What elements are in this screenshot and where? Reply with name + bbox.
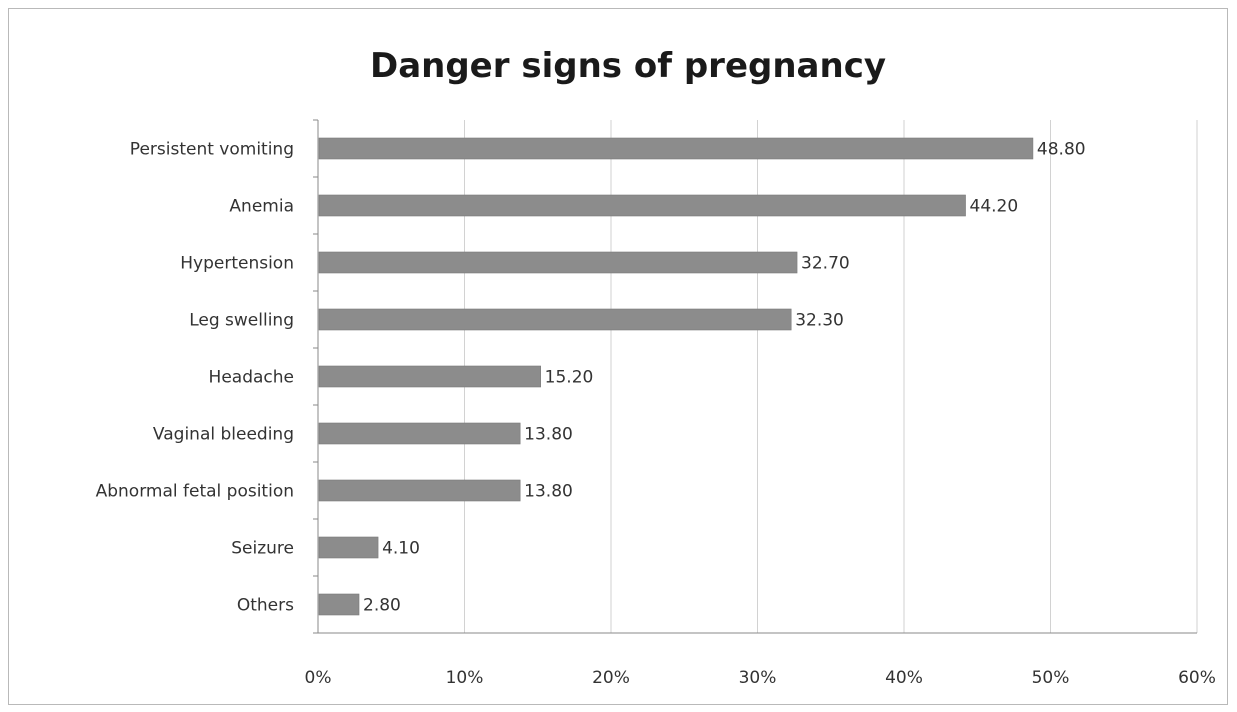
category-label: Leg swelling <box>189 311 294 331</box>
bar <box>318 194 966 217</box>
x-tick-label: 40% <box>885 668 923 688</box>
bar <box>318 251 798 274</box>
bar <box>318 308 792 331</box>
category-label: Abnormal fetal position <box>96 482 294 502</box>
category-label: Anemia <box>229 197 294 217</box>
data-label: 32.70 <box>801 254 850 274</box>
data-label: 15.20 <box>545 368 594 388</box>
bar <box>318 422 521 445</box>
x-tick-label: 30% <box>739 668 777 688</box>
category-label: Persistent vomiting <box>130 140 294 160</box>
bars <box>318 137 1034 616</box>
bar <box>318 479 521 502</box>
data-label: 2.80 <box>363 596 401 616</box>
bar <box>318 365 541 388</box>
labels: 0% 10% 20% 30% 40% 50% 60% Persistent vomiting 4… <box>96 140 1216 689</box>
data-label: 48.80 <box>1037 140 1086 160</box>
bar <box>318 593 360 616</box>
data-label: 13.80 <box>524 482 573 502</box>
x-tick-label: 60% <box>1178 668 1216 688</box>
x-tick-label: 10% <box>446 668 484 688</box>
category-label: Headache <box>209 368 294 388</box>
bar <box>318 137 1034 160</box>
axes <box>313 119 1197 634</box>
data-label: 13.80 <box>524 425 573 445</box>
category-label: Others <box>237 596 294 616</box>
category-label: Vaginal bleeding <box>153 425 294 445</box>
x-tick-label: 0% <box>305 668 332 688</box>
category-label: Seizure <box>231 539 294 559</box>
data-label: 4.10 <box>382 539 420 559</box>
bar <box>318 536 379 559</box>
data-label: 32.30 <box>795 311 844 331</box>
x-tick-label: 50% <box>1032 668 1070 688</box>
category-label: Hypertension <box>180 254 294 274</box>
chart-frame <box>8 8 1228 705</box>
chart-title: Danger signs of pregnancy <box>370 46 886 86</box>
data-label: 44.20 <box>970 197 1019 217</box>
x-tick-label: 20% <box>592 668 630 688</box>
